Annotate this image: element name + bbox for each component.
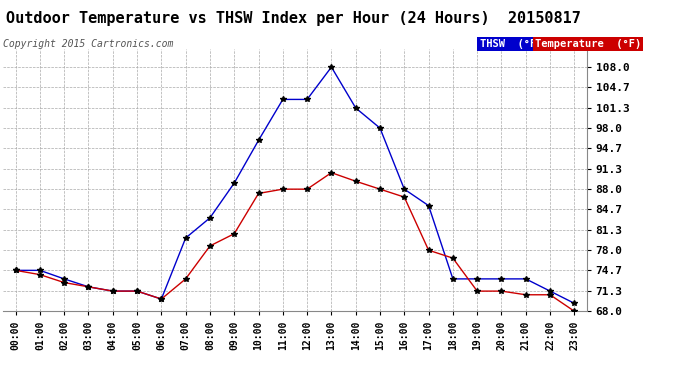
Text: Outdoor Temperature vs THSW Index per Hour (24 Hours)  20150817: Outdoor Temperature vs THSW Index per Ho… (6, 11, 581, 26)
Text: Temperature  (°F): Temperature (°F) (535, 39, 641, 50)
Text: Copyright 2015 Cartronics.com: Copyright 2015 Cartronics.com (3, 39, 174, 50)
Text: THSW  (°F): THSW (°F) (480, 39, 542, 50)
